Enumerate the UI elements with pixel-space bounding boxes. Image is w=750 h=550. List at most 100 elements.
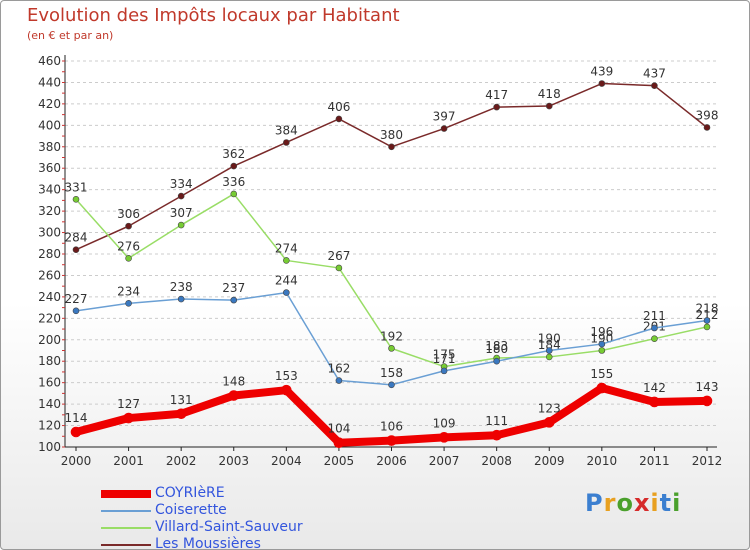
y-tick-label: 420	[38, 97, 61, 111]
data-label: 109	[433, 416, 456, 430]
data-point	[703, 323, 711, 331]
data-label: 384	[275, 123, 298, 137]
data-point	[543, 417, 555, 428]
legend-item: Villard-Saint-Sauveur	[101, 519, 303, 536]
data-label: 244	[275, 274, 298, 288]
data-point	[123, 412, 134, 424]
data-point	[175, 408, 187, 420]
data-point	[438, 432, 450, 443]
data-label: 155	[590, 367, 613, 381]
x-tick-label: 2008	[481, 454, 512, 468]
data-point	[281, 384, 292, 396]
data-point	[596, 382, 608, 394]
data-label: 212	[696, 308, 719, 322]
data-point	[335, 264, 343, 272]
logo-letter: i	[650, 489, 660, 517]
y-tick-label: 200	[38, 333, 61, 347]
y-tick-label: 240	[38, 290, 61, 304]
data-point	[72, 307, 80, 315]
data-point	[230, 162, 238, 170]
data-label: 274	[275, 241, 298, 255]
data-label: 306	[117, 207, 140, 221]
data-label: 218	[696, 301, 719, 315]
data-label: 267	[327, 249, 350, 263]
data-label: 190	[538, 332, 561, 346]
data-label: 114	[65, 411, 88, 425]
y-tick-label: 360	[38, 161, 61, 175]
data-label: 184	[538, 338, 561, 352]
x-tick-label: 2004	[271, 454, 302, 468]
data-point	[177, 221, 185, 229]
x-tick-label: 2000	[61, 454, 92, 468]
data-label: 417	[485, 88, 508, 102]
legend-item: Coiserette	[101, 502, 303, 519]
y-tick-label: 380	[38, 140, 61, 154]
logo-letter: P	[585, 489, 604, 517]
data-point	[651, 335, 658, 343]
legend-swatch	[101, 543, 151, 546]
data-point	[72, 246, 80, 254]
y-tick-label: 400	[38, 118, 61, 132]
chart-subtitle: (en € et par an)	[27, 29, 114, 42]
data-label: 237	[222, 281, 245, 295]
data-label: 336	[222, 175, 245, 189]
data-label: 127	[117, 397, 140, 411]
data-label: 148	[222, 375, 245, 389]
x-tick-label: 2003	[218, 454, 249, 468]
data-point	[491, 429, 502, 441]
data-point	[545, 353, 553, 361]
data-point	[230, 190, 238, 198]
data-label: 111	[485, 414, 508, 428]
y-tick-label: 320	[38, 204, 61, 218]
y-tick-label: 260	[38, 268, 61, 282]
data-label: 171	[433, 352, 456, 366]
data-label: 406	[327, 100, 350, 114]
legend-label: COYRIèRE	[155, 485, 225, 501]
data-label: 196	[590, 325, 613, 339]
data-point	[388, 143, 395, 151]
y-tick-label: 340	[38, 183, 61, 197]
data-point	[493, 103, 500, 111]
data-point	[177, 192, 185, 200]
y-tick-label: 100	[38, 440, 61, 454]
data-point	[703, 124, 711, 131]
x-tick-label: 2007	[429, 454, 460, 468]
y-tick-label: 280	[38, 247, 61, 261]
x-tick-label: 2009	[534, 454, 565, 468]
data-point	[386, 435, 397, 446]
data-label: 153	[275, 369, 298, 383]
y-tick-label: 220	[38, 311, 61, 325]
x-tick-label: 2001	[113, 454, 144, 468]
data-label: 437	[643, 67, 666, 81]
data-point	[333, 437, 345, 449]
legend-label: Coiserette	[155, 502, 227, 518]
data-label: 183	[485, 339, 508, 353]
data-label: 131	[170, 393, 193, 407]
data-point	[283, 289, 290, 296]
legend: COYRIèRE Coiserette Villard-Saint-Sauveur L…	[101, 485, 303, 550]
data-point	[125, 222, 132, 230]
data-point	[283, 257, 290, 264]
data-point	[545, 102, 553, 110]
proxiti-logo: Proxiti	[585, 489, 681, 517]
data-point	[493, 357, 500, 365]
data-point	[440, 367, 448, 375]
data-label: 307	[170, 206, 193, 220]
y-tick-label: 160	[38, 376, 61, 390]
data-point	[125, 300, 132, 307]
data-label: 398	[696, 108, 719, 122]
data-label: 238	[170, 280, 193, 294]
data-point	[228, 390, 240, 401]
data-point	[70, 426, 82, 438]
y-tick-label: 440	[38, 75, 61, 89]
data-label: 192	[380, 329, 403, 343]
legend-swatch	[101, 509, 151, 512]
data-point	[598, 80, 606, 87]
logo-letter: o	[616, 489, 634, 517]
data-point	[388, 345, 395, 352]
chart-title: Evolution des Impôts locaux par Habitant	[27, 5, 400, 26]
data-label: 104	[327, 422, 350, 436]
data-label: 418	[538, 87, 561, 101]
legend-label: Les Moussières	[155, 536, 261, 550]
